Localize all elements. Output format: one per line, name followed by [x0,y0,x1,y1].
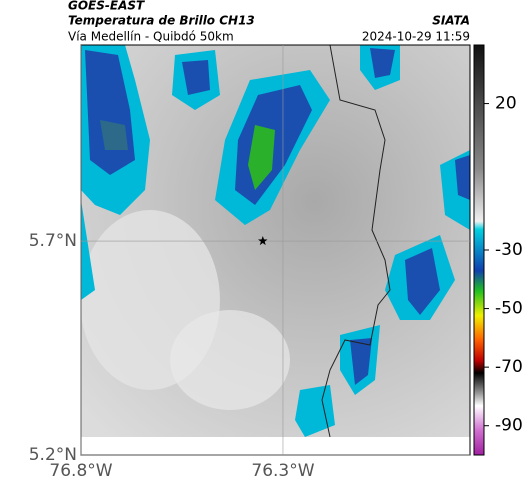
location-marker [258,236,268,246]
colorbar-tick-label: 20 [495,94,517,114]
y-tick-label: 5.7°N [29,231,77,251]
colorbar-tick-label: -30 [495,240,523,260]
x-tick-label: 76.8°W [49,461,112,481]
colorbar-tick-label: -70 [495,357,523,377]
colorbar-tick-label: -50 [495,299,523,319]
y-tick-label: 5.2°N [29,445,77,465]
route: Vía Medellín - Quibdó 50km [68,30,234,44]
title: GOES-EAST [68,0,145,13]
timestamp: 2024-10-29 11:59 [362,30,470,44]
colorbar [473,44,485,456]
source: SIATA [432,14,470,28]
subtitle: Temperatura de Brillo CH13 [68,14,255,28]
x-tick-label: 76.3°W [251,461,314,481]
colorbar-tick-label: -90 [495,416,523,436]
